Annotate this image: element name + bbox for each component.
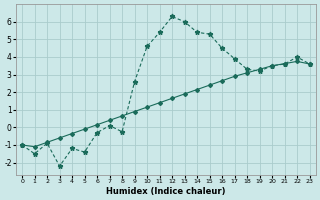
X-axis label: Humidex (Indice chaleur): Humidex (Indice chaleur) [106, 187, 226, 196]
